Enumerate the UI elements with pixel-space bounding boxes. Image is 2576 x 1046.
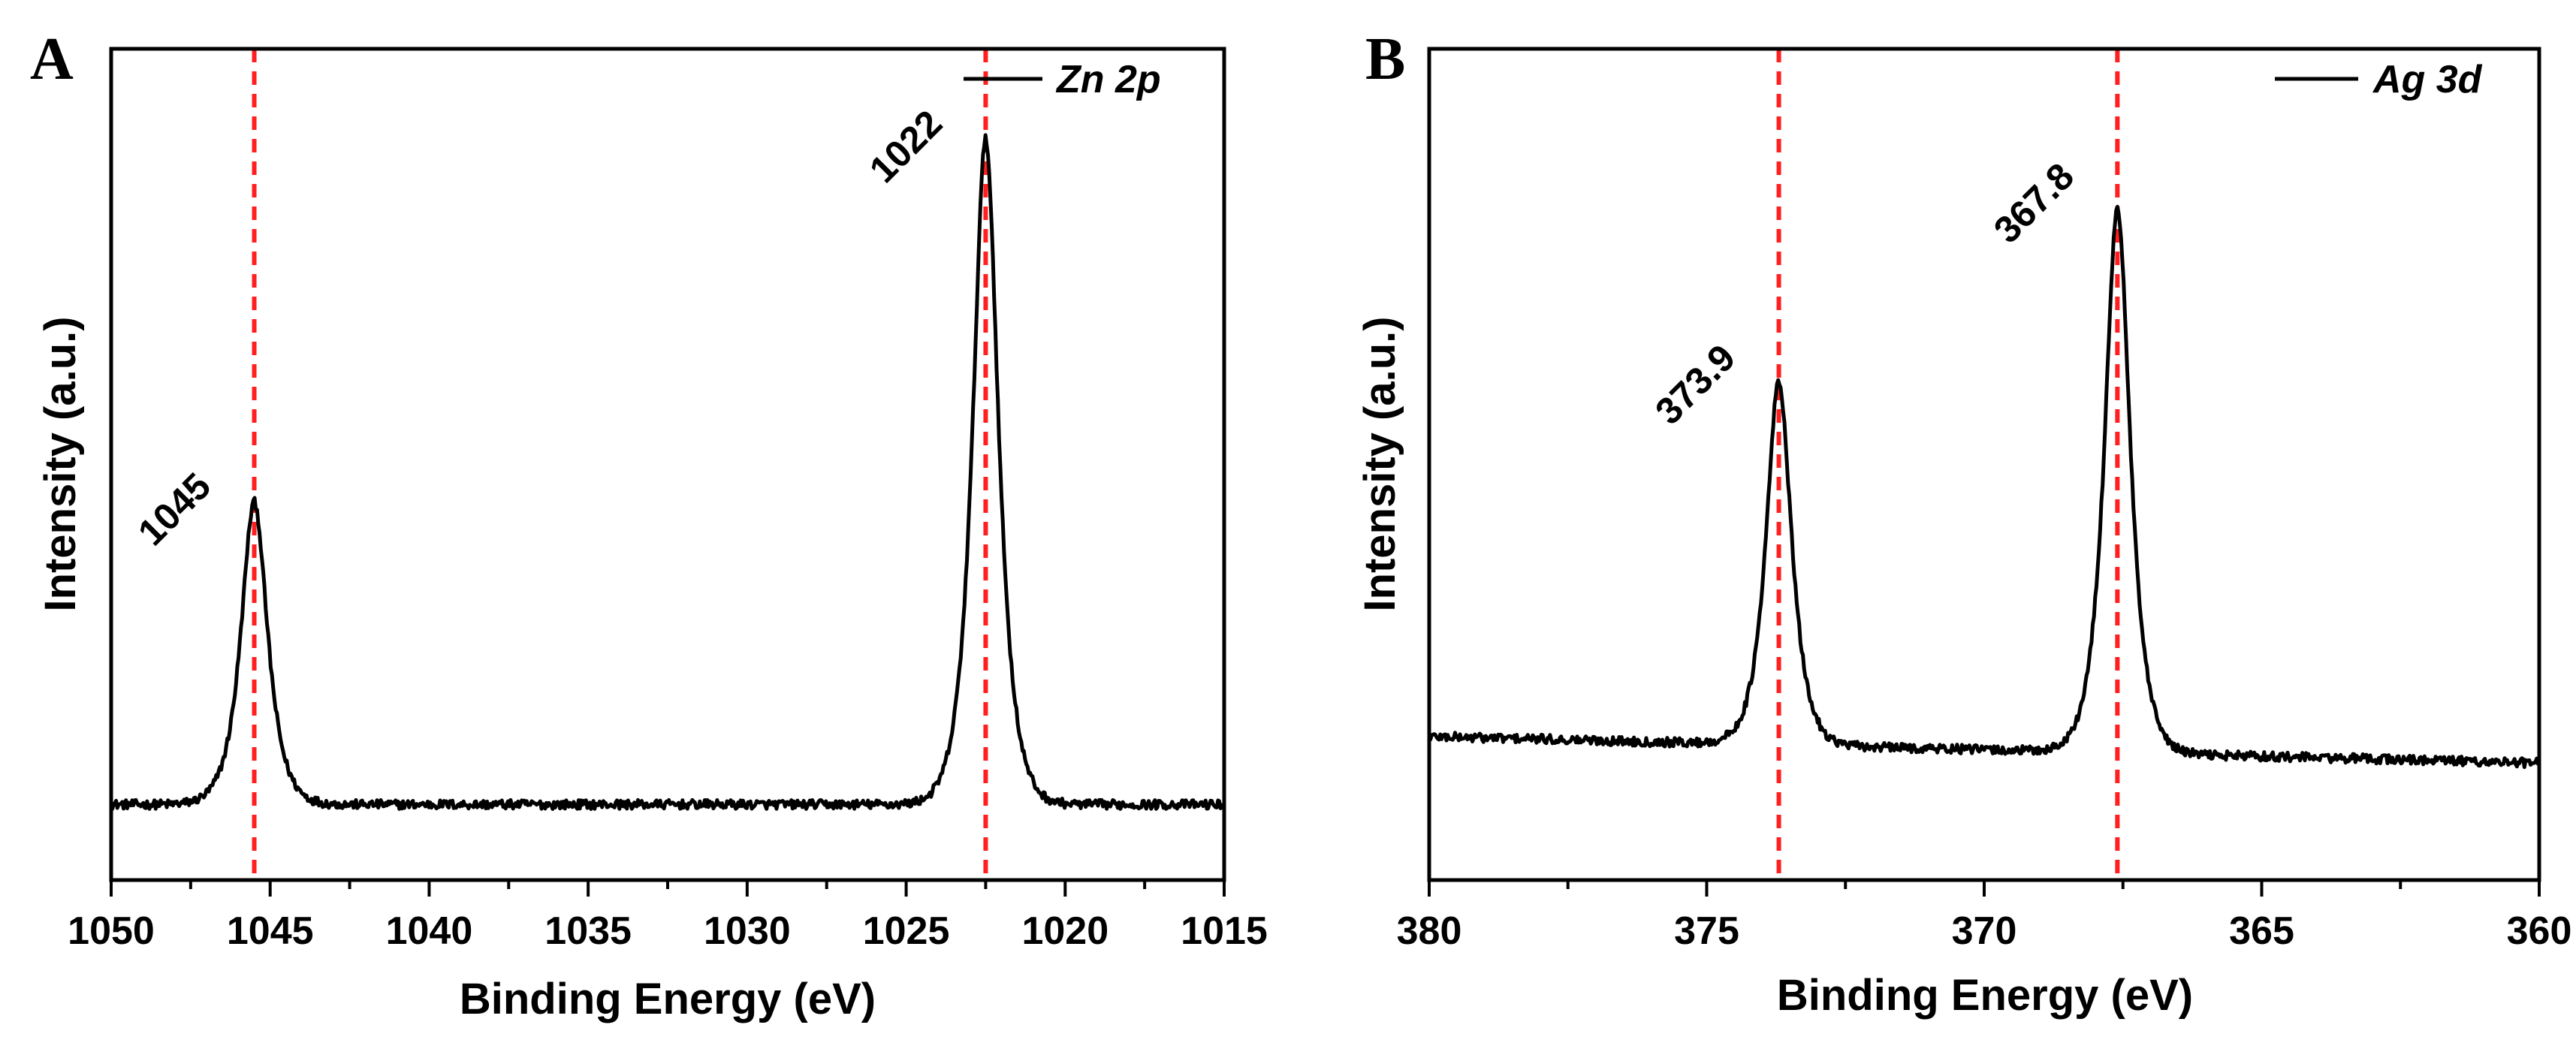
- panel-a-peak-label-1022: 1022: [861, 102, 950, 191]
- panel-b-legend-label: Ag 3d: [2372, 58, 2483, 101]
- panel-a-plot-frame: [109, 47, 1226, 882]
- panel-a-x-minor-ticks: [189, 880, 1147, 889]
- panel-a-x-tick-label-1035: 1035: [544, 909, 632, 953]
- panel-b-x-ticks: [1428, 880, 2541, 897]
- panel-a-x-tick-label-1015: 1015: [1181, 909, 1268, 953]
- panel-a-y-axis-label: Intensity (a.u.): [36, 316, 85, 611]
- panel-b-x-tick-label-375: 375: [1674, 909, 1739, 953]
- panel-a-legend-label: Zn 2p: [1055, 58, 1161, 101]
- panel-b-peak-label-367-8: 367.8: [1986, 155, 2082, 251]
- panel-a-x-tick-label-1050: 1050: [68, 909, 155, 953]
- panel-b: B 380 375 370 365 360 373.9 367.8 Ag 3d: [1356, 26, 2571, 1020]
- panel-a-x-ticks: [110, 880, 1226, 897]
- panel-a-legend: Zn 2p: [964, 58, 1161, 101]
- panel-b-x-tick-label-365: 365: [2229, 909, 2294, 953]
- panel-b-reference-lines: [1776, 49, 2120, 880]
- panel-a-x-tick-label-1025: 1025: [863, 909, 950, 953]
- panel-a: A 1050 1045 1040 1035 1030 1025 1020 1: [30, 26, 1268, 1023]
- panel-a-x-axis-label: Binding Energy (eV): [460, 975, 876, 1023]
- panel-a-zn2p-spectrum: [110, 133, 1226, 811]
- panel-a-x-tick-labels: 1050 1045 1040 1035 1030 1025 1020 1015: [68, 909, 1268, 953]
- panel-b-x-tick-label-380: 380: [1397, 909, 1462, 953]
- panel-a-x-tick-label-1030: 1030: [704, 909, 791, 953]
- panel-b-x-tick-label-370: 370: [1952, 909, 2017, 953]
- panel-b-letter: B: [1365, 26, 1405, 92]
- panel-a-x-tick-label-1020: 1020: [1021, 909, 1109, 953]
- panel-b-x-axis-label: Binding Energy (eV): [1777, 971, 2193, 1020]
- panel-b-plot-frame: [1427, 47, 2541, 882]
- panel-b-y-axis-label: Intensity (a.u.): [1356, 316, 1404, 611]
- panel-b-peak-label-373-9: 373.9: [1647, 336, 1743, 433]
- panel-a-x-tick-label-1045: 1045: [227, 909, 314, 953]
- panel-b-x-tick-label-360: 360: [2507, 909, 2572, 953]
- panel-a-x-tick-label-1040: 1040: [386, 909, 473, 953]
- panel-b-x-minor-ticks: [1566, 880, 2403, 889]
- panel-a-letter: A: [30, 26, 74, 92]
- panel-a-peak-label-1045: 1045: [130, 465, 219, 553]
- panel-b-ag3d-spectrum: [1427, 204, 2541, 770]
- panel-b-legend: Ag 3d: [2275, 58, 2483, 101]
- panel-a-reference-lines: [252, 49, 988, 880]
- panel-b-x-tick-labels: 380 375 370 365 360: [1397, 909, 2572, 953]
